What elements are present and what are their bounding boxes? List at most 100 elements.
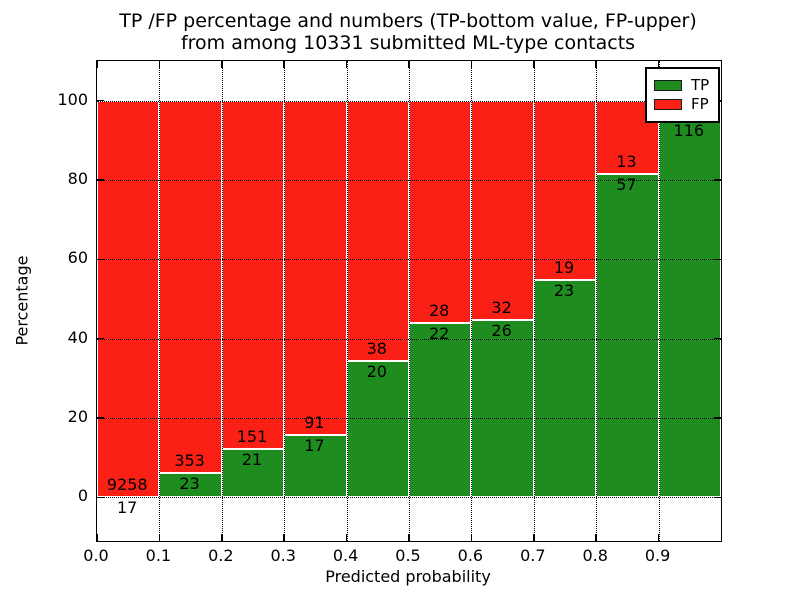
y-tick-mark — [97, 179, 104, 181]
chart-title: TP /FP percentage and numbers (TP-bottom… — [96, 10, 720, 54]
x-tick-mark — [657, 61, 660, 68]
x-tick-mark — [283, 534, 285, 541]
fp-count-label: 151 — [236, 426, 268, 446]
fp-count-label: 19 — [553, 258, 575, 278]
y-tick-mark — [714, 337, 721, 340]
x-gridline — [596, 61, 598, 541]
x-gridline — [533, 61, 535, 541]
tp-count-label: 20 — [366, 361, 387, 381]
bar-segment-tp — [221, 448, 285, 498]
legend-swatch-fp-icon — [654, 99, 682, 110]
fp-count-label: 91 — [304, 412, 325, 432]
bar-segment-fp — [471, 100, 534, 320]
bar-segment-fp — [533, 100, 597, 281]
fp-count-label: 28 — [429, 300, 450, 320]
fp-count-label: 9258 — [106, 474, 148, 494]
y-tick-mark — [714, 258, 721, 261]
legend-item-fp: FP — [654, 96, 710, 113]
tp-count-label: 21 — [241, 449, 263, 469]
y-axis-label: Percentage — [12, 255, 32, 346]
x-tick-label: 0.7 — [520, 546, 546, 565]
y-tick-mark — [714, 496, 721, 499]
chart-title-line2: from among 10331 submitted ML-type conta… — [180, 32, 636, 54]
x-axis-label: Predicted probability — [325, 567, 491, 586]
x-tick-label: 0.8 — [582, 546, 608, 565]
plot-area: TP FP — [96, 60, 722, 542]
y-tick-label: 60 — [67, 248, 88, 268]
chart-title-line1: TP /FP percentage and numbers (TP-bottom… — [119, 10, 697, 32]
y-tick-mark — [714, 179, 721, 181]
y-tick-label: 100 — [57, 89, 88, 109]
fp-count-label: 32 — [491, 297, 512, 317]
x-tick-mark — [345, 61, 348, 68]
x-tick-mark — [657, 534, 660, 541]
x-tick-label: 0.6 — [457, 546, 484, 565]
x-tick-mark — [158, 534, 161, 541]
x-tick-label: 0.1 — [145, 546, 172, 565]
tp-count-label: 23 — [179, 474, 200, 494]
bar-segment-tp — [596, 174, 659, 498]
fp-count-label: 353 — [174, 451, 205, 471]
x-tick-mark — [470, 61, 473, 68]
x-tick-mark — [595, 534, 597, 541]
x-tick-mark — [408, 534, 410, 541]
tp-count-label: 57 — [616, 175, 637, 195]
x-gridline — [471, 61, 473, 541]
fp-count-label: 13 — [616, 152, 637, 172]
x-gridline — [221, 61, 223, 541]
x-tick-mark — [221, 534, 223, 541]
y-tick-label: 20 — [67, 407, 88, 427]
x-gridline — [409, 61, 410, 541]
x-tick-mark — [158, 61, 161, 68]
legend-swatch-tp-icon — [654, 80, 682, 91]
y-tick-label: 40 — [67, 327, 88, 347]
bar-segment-tp — [284, 434, 347, 498]
tp-count-label: 116 — [673, 121, 705, 141]
x-tick-mark — [345, 534, 348, 541]
bar-segment-fp — [221, 100, 285, 449]
tp-count-label: 23 — [553, 281, 575, 301]
bar-segment-tp — [159, 473, 222, 498]
y-tick-mark — [97, 337, 104, 340]
x-tick-label: 0.5 — [395, 546, 421, 565]
x-tick-label: 0.4 — [332, 546, 359, 565]
x-tick-mark — [470, 534, 473, 541]
bar-segment-tp — [346, 360, 409, 498]
x-tick-mark — [283, 61, 285, 68]
tp-count-label: 26 — [491, 320, 512, 340]
x-tick-mark — [96, 61, 98, 68]
legend-label-fp: FP — [691, 95, 709, 113]
bar-segment-fp — [284, 100, 347, 435]
y-tick-mark — [97, 496, 104, 499]
x-tick-mark — [595, 61, 597, 68]
x-tick-mark — [408, 61, 410, 68]
x-tick-mark — [96, 534, 98, 541]
y-tick-mark — [97, 258, 104, 261]
tp-count-label: 17 — [304, 435, 325, 455]
x-tick-label: 0.2 — [208, 546, 234, 565]
x-gridline — [346, 61, 348, 541]
x-tick-label: 0.0 — [83, 546, 109, 565]
y-tick-label: 0 — [77, 486, 88, 506]
legend-item-tp: TP — [654, 77, 710, 94]
bar-segment-tp — [533, 280, 597, 498]
x-tick-label: 0.3 — [270, 546, 296, 565]
tp-count-label: 17 — [117, 497, 138, 517]
x-tick-label: 0.9 — [644, 546, 671, 565]
bar-segment-fp — [409, 100, 472, 323]
bar-segment-fp — [346, 100, 409, 361]
x-tick-mark — [533, 61, 535, 68]
bar-segment-tp — [471, 319, 534, 498]
x-gridline — [658, 61, 660, 541]
x-tick-mark — [221, 61, 223, 68]
legend-label-tp: TP — [691, 76, 710, 94]
y-tick-mark — [97, 417, 104, 419]
y-tick-mark — [714, 417, 721, 419]
bar-segment-fp — [97, 100, 160, 497]
x-tick-mark — [533, 534, 535, 541]
y-tick-mark — [97, 99, 104, 102]
y-tick-label: 80 — [67, 169, 88, 188]
x-gridline — [159, 61, 161, 541]
x-gridline — [284, 61, 286, 541]
